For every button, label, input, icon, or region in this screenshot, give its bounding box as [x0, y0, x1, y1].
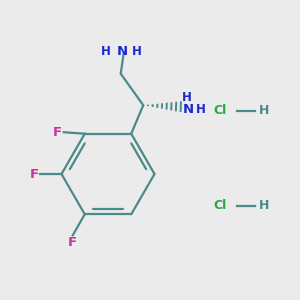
Text: N: N — [117, 45, 128, 58]
Text: H: H — [259, 199, 269, 212]
Text: Cl: Cl — [214, 199, 227, 212]
Text: N: N — [182, 103, 194, 116]
Text: H: H — [196, 103, 206, 116]
Text: H: H — [182, 91, 192, 104]
Text: Cl: Cl — [214, 104, 227, 118]
Text: H: H — [132, 45, 142, 58]
Text: F: F — [52, 126, 62, 139]
Text: H: H — [101, 45, 111, 58]
Text: F: F — [68, 236, 77, 249]
Text: F: F — [29, 167, 38, 181]
Text: H: H — [259, 104, 269, 118]
